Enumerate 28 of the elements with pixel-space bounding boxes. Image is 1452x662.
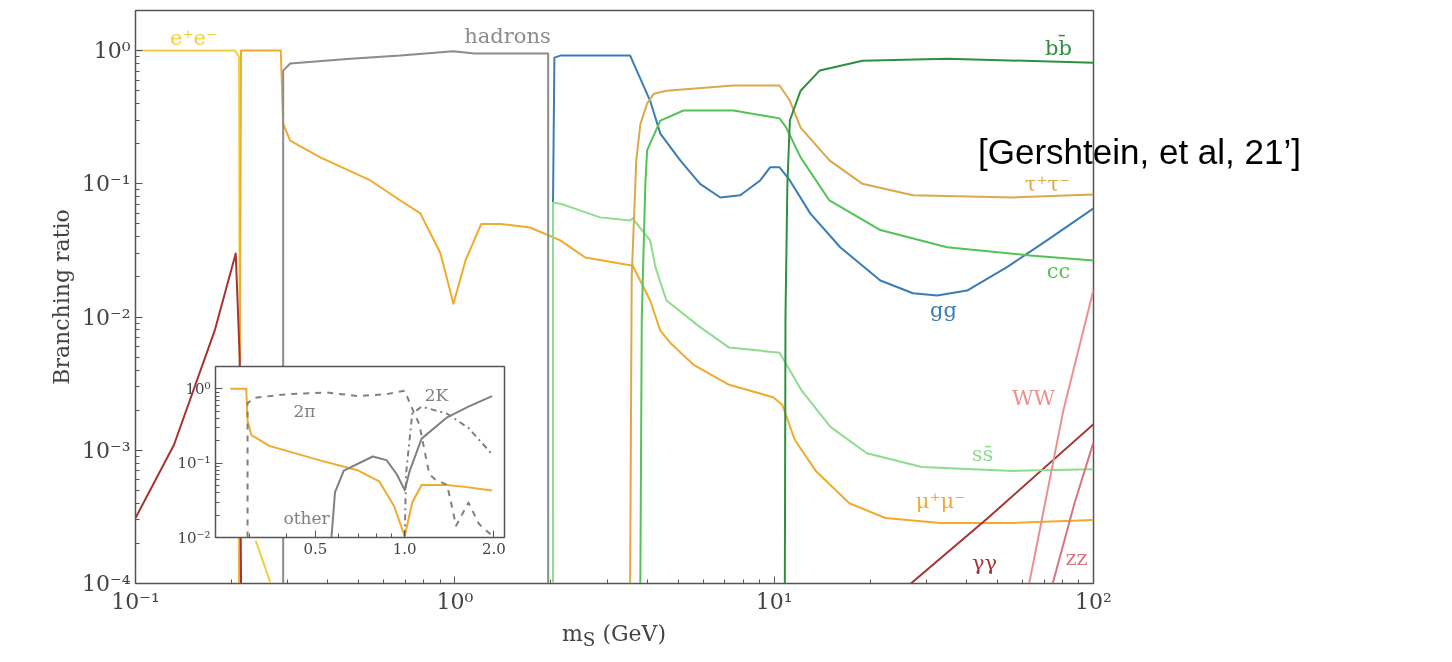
series-label: gg (930, 297, 957, 322)
y-tick-label: 10⁻² (82, 304, 131, 330)
y-tick-label: 10⁻¹ (82, 171, 131, 197)
y-tick-label: 10⁰ (93, 38, 131, 64)
series-label: τ⁺τ⁻ (1024, 171, 1071, 196)
series-label: hadrons (464, 23, 551, 48)
x-tick-label: 2.0 (482, 539, 506, 558)
x-tick-label: 0.5 (303, 539, 328, 558)
x-tick-label: 10² (1075, 588, 1112, 614)
series-label: 2π (293, 400, 316, 421)
x-tick-label: 10⁰ (436, 588, 474, 614)
y-tick-label: 10⁻² (177, 528, 211, 547)
series-label: WW (1011, 385, 1056, 410)
series-label: other (283, 507, 331, 528)
y-axis-title: Branching ratio (49, 209, 75, 385)
x-tick-label: 10¹ (755, 588, 793, 614)
series-label: γγ (971, 550, 998, 575)
x-tick-label: 1.0 (392, 539, 417, 558)
series-label: zz (1065, 545, 1088, 570)
y-tick-label: 10⁻³ (82, 437, 131, 463)
y-tick-label: 10⁻¹ (177, 454, 211, 473)
series-label: ss̄ (971, 441, 994, 466)
series-label: cc (1046, 258, 1071, 283)
series-label: 2K (424, 384, 449, 405)
series-label: μ⁺μ⁻ (915, 488, 966, 513)
series-label: bb̄ (1045, 33, 1072, 60)
series-label: e⁺e⁻ (169, 25, 218, 50)
x-axis-title: m$_{S}$ (GeV) (560, 621, 668, 651)
